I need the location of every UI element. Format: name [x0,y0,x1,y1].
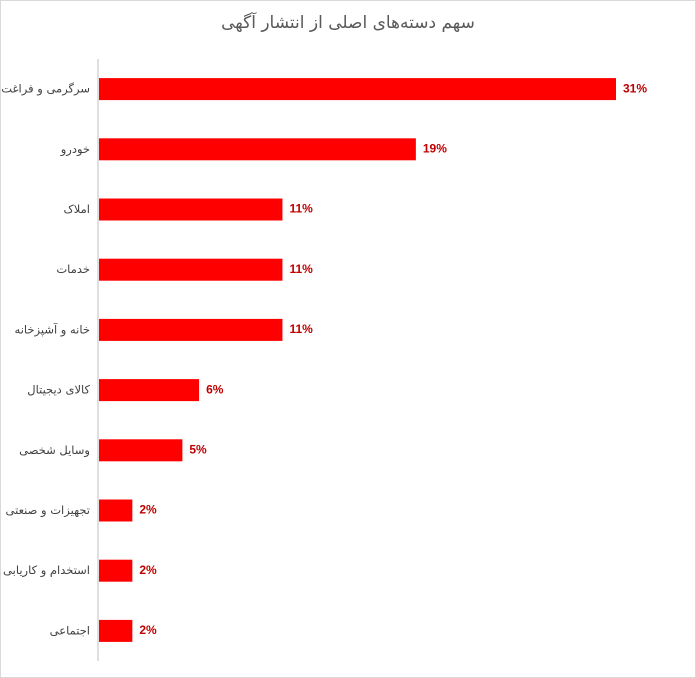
bar-8 [99,499,133,522]
bar-9 [99,559,133,582]
category-label-2: خودرو [60,142,90,157]
bar-2 [99,138,416,161]
bar-3 [99,198,283,221]
value-label-10: 2% [139,623,157,637]
bar-7 [99,439,183,462]
value-label-1: 31% [623,81,647,95]
value-label-2: 19% [423,141,447,155]
category-label-1: سرگرمی و فراغت [1,82,90,97]
category-label-3: املاک [63,202,90,216]
bar-5 [99,318,283,341]
bar-10 [99,619,133,642]
bar-1 [99,78,616,101]
category-label-8: تجهیزات و صنعتی [6,503,90,518]
category-label-4: خدمات [56,262,90,276]
category-label-5: خانه و آشپزخانه [15,322,90,337]
bar-4 [99,258,283,281]
value-label-3: 11% [289,202,313,216]
category-label-6: کالای دیجیتال [27,383,90,397]
category-label-9: استخدام و کاریابی [3,563,90,578]
category-label-7: وسایل شخصی [19,443,90,458]
category-label-10: اجتماعی [50,623,90,637]
value-label-5: 11% [289,322,313,336]
value-label-7: 5% [189,442,207,456]
value-label-9: 2% [139,563,157,577]
value-label-6: 6% [206,382,224,396]
chart-title: سهم دسته‌های اصلی از انتشار آگهی [221,13,475,33]
value-label-8: 2% [139,503,157,517]
value-label-4: 11% [289,262,313,276]
bar-6 [99,379,200,402]
